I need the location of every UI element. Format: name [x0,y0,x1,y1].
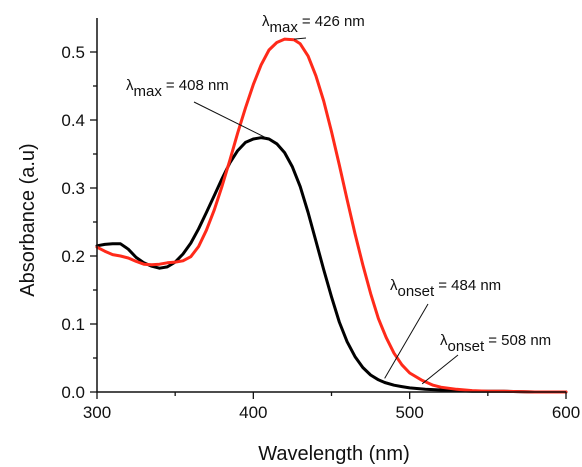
y-tick-label: 0.4 [61,111,85,130]
x-axis-label: Wavelength (nm) [258,443,410,465]
y-tick-label: 0.1 [61,315,85,334]
y-tick-label: 0.5 [61,43,85,62]
annotations: λmax = 426 nm λmax = 408 nm λonset = 484 nm λo… [126,13,551,385]
series-lines [95,37,568,394]
x-tick-label: 600 [552,403,580,422]
x-tick-label: 300 [83,403,111,422]
axes: 300 400 500 600 0.0 0.1 0.2 0.3 0.4 0.5 [61,18,580,422]
y-tick-label: 0.2 [61,247,85,266]
annotation-label: λonset = 484 nm [390,277,501,300]
series-line-2 [95,37,568,394]
annotation-label: λmax = 426 nm [262,13,365,36]
annotation-leader [384,303,429,379]
annotation-leader [421,354,459,385]
annotation-leader [293,37,307,40]
y-tick-label: 0.3 [61,179,85,198]
y-axis-label: Absorbance (a.u) [17,143,39,296]
x-tick-label: 400 [239,403,267,422]
series-line-1 [95,136,568,394]
x-tick-label: 500 [395,403,423,422]
annotation-label: λmax = 408 nm [126,77,229,100]
y-tick-label: 0.0 [61,383,85,402]
annotation-label: λonset = 508 nm [440,332,551,355]
annotation-leader [193,101,267,139]
